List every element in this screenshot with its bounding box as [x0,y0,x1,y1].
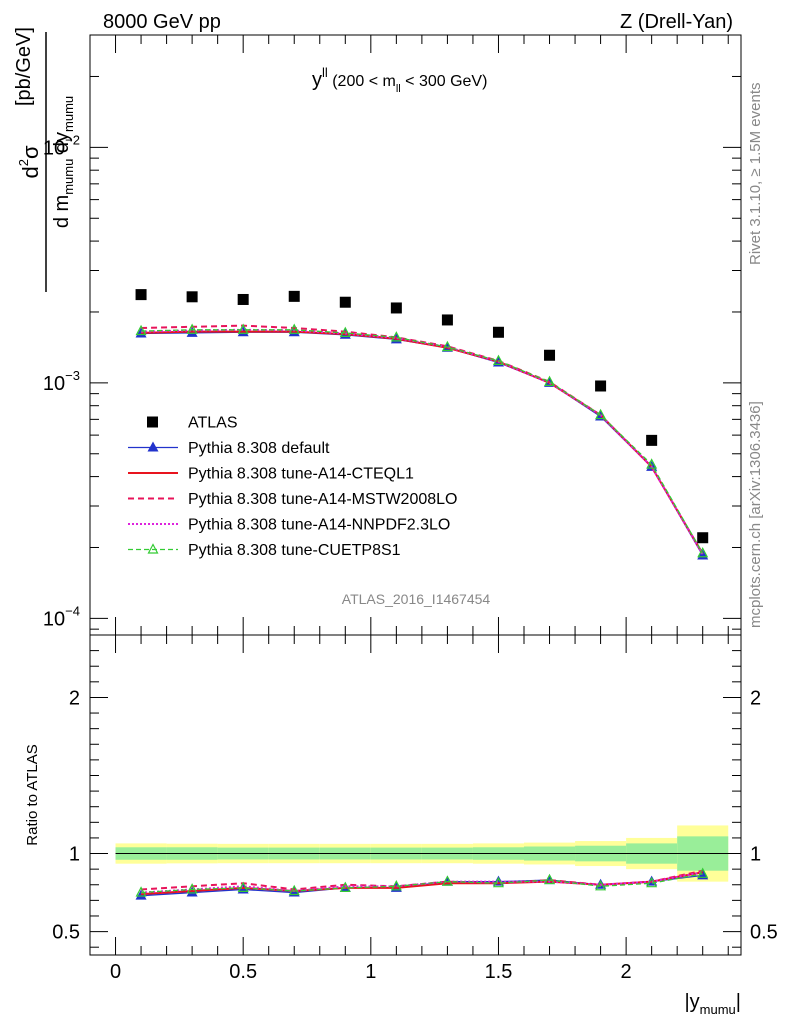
main-data-point [135,289,147,301]
main-data-point [339,296,351,308]
main-y-tick-label: 10−3 [43,368,80,395]
main-point [595,408,607,420]
main-y-tick-label: 10−2 [43,132,80,159]
ratio-point [646,876,658,888]
legend-marker [147,441,159,452]
main-data-point [544,349,556,361]
main-data-point [441,314,453,326]
x-tick-label: 1 [365,961,376,983]
ratio-plot-marks [135,867,709,900]
main-plot-marks [135,289,709,560]
main-point [135,324,147,336]
legend-label: Pythia 8.308 tune-A14-NNPDF2.3LO [188,517,450,534]
main-point [186,323,198,334]
ratio-point [390,880,402,891]
ratio-panel: 0.5 0.5 1 1 2 2 0 0.5 1 1.5 2 Ratio to ATLAS |ymum… [24,634,778,1017]
ratio-y-tick-label: 1 [69,844,80,866]
ratio-point [441,875,453,886]
legend-item: Pythia 8.308 default [128,440,330,457]
x-tick-label: 0 [110,961,121,983]
legend-label: Pythia 8.308 tune-CUETP8S1 [188,542,401,559]
ratio-y-tick-label: 2 [69,687,80,709]
y-label-unit: [pb/GeV] [13,27,35,106]
legend-item: Pythia 8.308 tune-A14-CTEQL1 [128,466,414,483]
ratio-frame [89,634,742,956]
ratio-point [135,886,147,897]
x-axis-label: |ymumu| [684,991,741,1017]
ratio-point [595,880,607,891]
ratio-point [186,883,198,894]
main-series-line [141,329,704,554]
main-point [237,323,249,334]
ratio-y-label: Ratio to ATLAS [24,744,41,845]
ratio-y-tick-label-right: 1 [750,844,761,866]
main-point [646,458,658,469]
main-panel: 10−410−310−2 yll (200 < mll < 300 GeV) d… [13,27,742,636]
main-data-point [237,293,249,305]
legend-label: Pythia 8.308 tune-A14-CTEQL1 [188,466,414,483]
main-data-point [288,290,300,302]
ratio-series-line [141,873,703,894]
y-axis-label: d2σ d mmumu dymumu [pb/GeV] [13,27,76,292]
ratio-point [697,867,709,878]
main-data-point [697,532,709,544]
title-sub: ll [396,83,401,95]
main-point [441,340,453,352]
legend-item: Pythia 8.308 tune-A14-MSTW2008LO [128,491,457,508]
ratio-point [135,889,147,900]
title-main: y [312,69,322,91]
ratio-axes: 0.5 0.5 1 1 2 2 0 0.5 1 1.5 2 [52,635,778,983]
main-data-point [646,434,658,446]
ratio-point [339,881,351,892]
main-y-tick-label: 10−4 [43,603,80,630]
main-data-point [492,326,504,338]
ratio-point [492,876,504,888]
header-right: Z (Drell-Yan) [620,11,733,33]
ratio-y-tick-label: 0.5 [52,922,80,944]
legend-marker [147,416,158,428]
legend-label: Pythia 8.308 tune-A14-MSTW2008LO [188,491,457,508]
main-data-point [390,302,402,314]
legend-label: ATLAS [188,415,238,432]
legend-item: ATLAS [147,415,238,432]
ratio-point [544,873,556,885]
legend-item: Pythia 8.308 tune-CUETP8S1 [128,542,401,559]
main-point [390,331,402,342]
legend-label: Pythia 8.308 default [188,440,330,457]
main-point [544,375,556,386]
main-series-4 [135,323,709,558]
main-data-series-0 [135,289,709,544]
title-range-end: < 300 GeV) [401,73,488,90]
ratio-point [237,881,249,892]
analysis-watermark: ATLAS_2016_I1467454 [342,591,491,607]
legend: ATLAS Pythia 8.308 default Pythia 8.308 tu… [128,415,457,559]
header-left: 8000 GeV pp [103,11,221,33]
plot-title: yll (200 < mll < 300 GeV) [312,65,487,95]
main-data-point [595,380,607,392]
legend-marker [147,543,159,554]
ratio-point [288,884,300,896]
ratio-series-4 [135,867,709,897]
legend-item: Pythia 8.308 tune-A14-NNPDF2.3LO [128,517,450,534]
title-sup: ll [322,65,328,80]
rivet-label: Rivet 3.1.10, ≥ 1.5M events [747,83,764,266]
main-data-point [186,291,198,303]
ratio-y-tick-label-right: 2 [750,687,761,709]
main-point [492,354,504,365]
ratio-y-tick-label-right: 0.5 [750,922,778,944]
title-range: (200 < m [328,73,396,90]
x-tick-label: 0.5 [229,961,257,983]
main-point [339,326,351,337]
y-label-denominator: d mmumu dymumu [51,96,76,228]
x-tick-label: 1.5 [485,961,513,983]
main-point [697,546,709,558]
y-label-numerator: d2σ [16,145,43,178]
x-tick-label: 2 [621,961,632,983]
main-axes: 10−4 10−3 10−2 [43,34,741,635]
ratio-uncertainty-bands [115,825,729,882]
mcplots-label: mcplots.cern.ch [arXiv:1306.3436] [747,401,764,628]
main-point [288,323,300,334]
